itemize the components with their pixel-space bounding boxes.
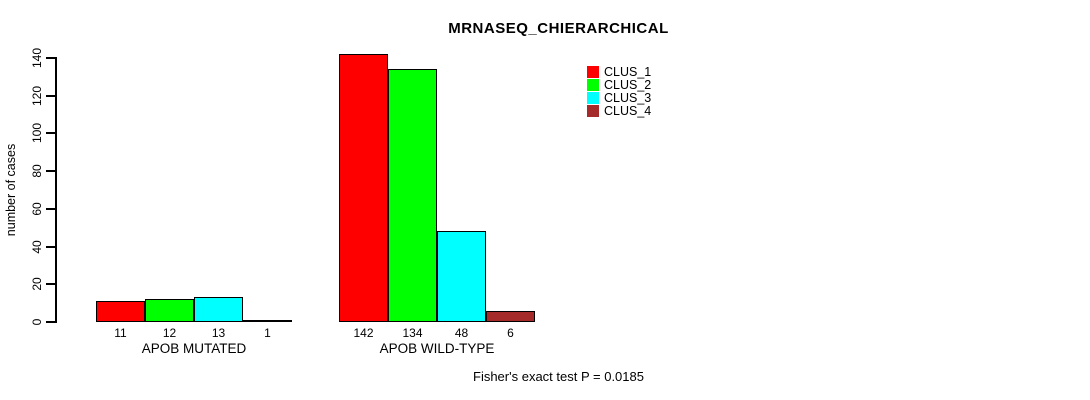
- y-tick-label: 40: [30, 239, 44, 254]
- caption: Fisher's exact test P = 0.0185: [473, 369, 644, 384]
- legend-label: CLUS_1: [604, 64, 652, 79]
- legend: CLUS_1 CLUS_2 CLUS_3 CLUS_4: [587, 63, 652, 119]
- y-tick-mark: [46, 207, 55, 210]
- bar-value-label: 142: [353, 326, 374, 340]
- bar-clus_3-2: [437, 231, 486, 322]
- y-tick-mark: [46, 245, 55, 248]
- bar-value-label: 6: [507, 326, 514, 340]
- legend-item-clus_1: CLUS_1: [587, 63, 652, 79]
- y-tick-mark: [46, 132, 55, 135]
- legend-swatch-icon: [587, 78, 599, 91]
- legend-label: CLUS_2: [604, 77, 652, 92]
- bar-value-label: 12: [162, 326, 177, 340]
- y-tick-label: 20: [30, 277, 44, 291]
- y-tick-mark: [46, 57, 55, 59]
- bar-clus_4-1: [243, 320, 292, 322]
- bar-clus_4-2: [486, 311, 535, 322]
- legend-item-clus_3: CLUS_3: [587, 89, 652, 106]
- bar-clus_3-1: [194, 297, 243, 322]
- bar-value-label: 1: [264, 326, 271, 340]
- y-tick-label: 60: [30, 202, 44, 216]
- bar-clus_1-2: [339, 54, 388, 322]
- legend-item-clus_4: CLUS_4: [587, 103, 652, 119]
- legend-swatch-icon: [587, 92, 599, 105]
- bar-clus_2-2: [388, 69, 437, 322]
- legend-label: CLUS_4: [604, 104, 652, 119]
- y-tick-mark: [46, 321, 55, 323]
- bar-value-label: 13: [211, 326, 226, 340]
- y-tick-label: 80: [30, 164, 44, 178]
- bar-clus_1-1: [96, 301, 145, 322]
- y-tick-label: 140: [30, 47, 44, 69]
- legend-item-clus_2: CLUS_2: [587, 76, 652, 92]
- legend-swatch-icon: [587, 105, 599, 118]
- legend-swatch-icon: [587, 65, 599, 78]
- y-tick-label: 120: [30, 85, 44, 106]
- y-tick-mark: [46, 170, 55, 173]
- bar-value-label: 11: [114, 326, 127, 340]
- y-tick-label: 0: [30, 318, 44, 326]
- bar-clus_2-1: [145, 299, 194, 322]
- y-axis-line: [55, 57, 57, 323]
- group-label: APOB WILD-TYPE: [379, 341, 495, 356]
- bar-value-label: 48: [454, 326, 469, 340]
- y-tick-label: 100: [30, 123, 44, 144]
- y-tick-mark: [46, 283, 55, 286]
- chart-title: MRNASEQ_CHIERARCHICAL: [448, 20, 669, 37]
- bar-value-label: 134: [402, 326, 423, 340]
- y-tick-mark: [46, 94, 55, 97]
- legend-label: CLUS_3: [604, 91, 652, 106]
- group-label: APOB MUTATED: [141, 341, 247, 356]
